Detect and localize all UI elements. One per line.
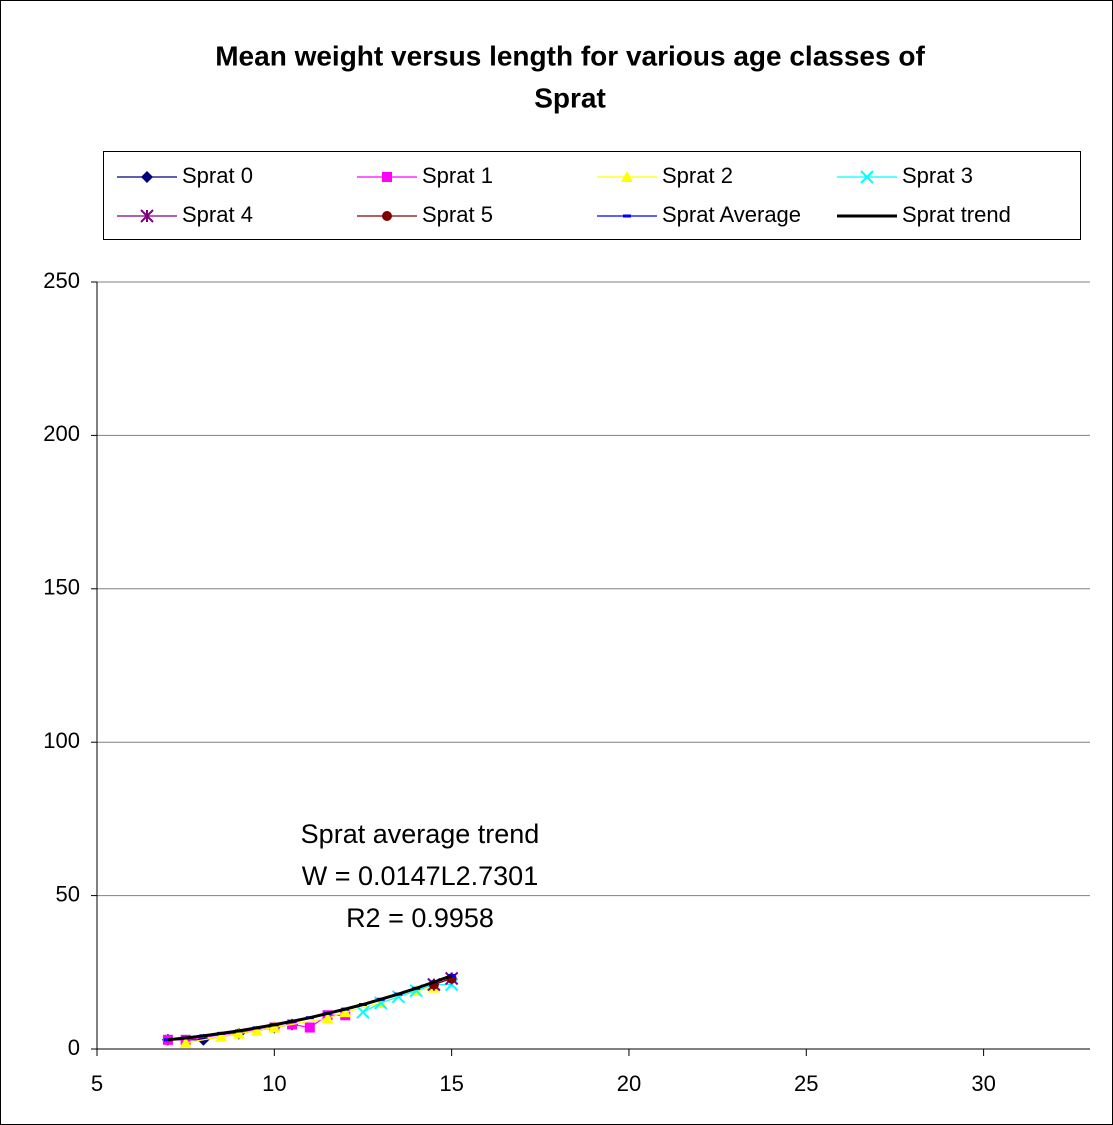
marker [304,1022,315,1033]
marker [860,170,874,184]
marker [140,209,154,223]
y-tick-label: 250 [43,268,80,293]
y-tick-label: 0 [68,1035,80,1060]
legend-entry: Sprat 3 [837,163,973,188]
x-tick-label: 5 [91,1071,103,1096]
marker [623,214,631,218]
legend-box [103,151,1081,240]
chart-title: Mean weight versus length for various ag… [215,40,925,71]
legend-entry: Sprat Average [597,202,801,227]
marker [321,1012,334,1024]
legend-entry: Sprat 2 [597,163,733,188]
marker-shape [304,1022,315,1033]
marker-shape [215,1030,228,1042]
marker-shape [382,172,392,182]
marker-shape [382,211,392,221]
marker-shape [321,1012,334,1024]
marker [339,1006,352,1018]
marker [250,1024,263,1036]
legend-label: Sprat 4 [182,202,253,227]
marker-shape [860,170,874,184]
marker-shape [623,214,631,218]
y-tick-label: 150 [43,575,80,600]
x-tick-label: 20 [617,1071,641,1096]
marker-shape [339,1006,352,1018]
y-tick-label: 200 [43,421,80,446]
y-tick-label: 50 [56,881,80,906]
x-tick-label: 15 [439,1071,463,1096]
annotation: Sprat average trend [301,819,540,849]
legend-label: Sprat 1 [422,163,493,188]
y-tick-label: 100 [43,728,80,753]
x-tick-label: 30 [971,1071,995,1096]
annotation: R2 = 0.9958 [346,903,494,933]
marker [268,1021,281,1033]
legend-label: Sprat 5 [422,202,493,227]
marker-shape [268,1021,281,1033]
marker-shape [356,1005,370,1019]
marker [232,1027,245,1039]
marker [382,172,392,182]
annotation: W = 0.0147L2.7301 [302,861,538,891]
trend-line [167,974,453,1042]
marker [179,1036,192,1048]
legend-label: Sprat 2 [662,163,733,188]
marker [621,171,633,182]
legend-label: Sprat Average [662,202,801,227]
legend-entry: Sprat trend [837,202,1011,227]
marker [215,1030,228,1042]
legend-label: Sprat 0 [182,163,253,188]
x-tick-label: 10 [262,1071,286,1096]
marker-shape [250,1024,263,1036]
legend-label: Sprat trend [902,202,1011,227]
marker-shape [141,171,153,183]
chart-title: Sprat [534,82,606,113]
marker-shape [232,1027,245,1039]
legend-entry: Sprat 1 [357,163,493,188]
marker-shape [621,171,633,182]
legend-label: Sprat 3 [902,163,973,188]
marker-shape [179,1036,192,1048]
legend-entry: Sprat 5 [357,202,493,227]
marker [382,211,392,221]
marker [141,171,153,183]
x-tick-label: 25 [794,1071,818,1096]
legend-entry: Sprat 4 [117,202,253,227]
marker [356,1005,370,1019]
marker-shape [140,209,154,223]
